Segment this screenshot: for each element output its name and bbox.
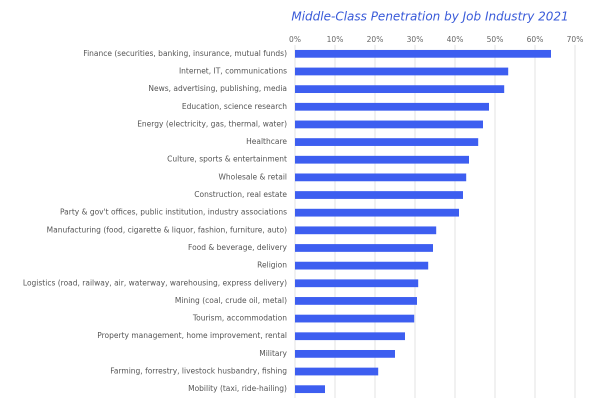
bar [295,155,469,164]
y-tick-label: Energy (electricity, gas, thermal, water… [137,119,287,128]
y-tick-label: Healthcare [246,137,287,146]
x-tick-label: 10% [327,35,344,44]
bar [295,261,429,270]
y-tick-label: News, advertising, publishing, media [148,84,287,93]
x-tick-label: 40% [447,35,464,44]
bar [295,226,437,235]
y-tick-label: Internet, IT, communications [179,66,287,75]
x-tick-label: 50% [487,35,504,44]
y-tick-label: Party & gov't offices, public institutio… [60,208,287,217]
y-tick-label: Education, science research [182,102,287,111]
x-tick-label: 20% [367,35,384,44]
bar [295,332,405,341]
x-tick-label: 70% [567,35,584,44]
x-tick-label: 30% [407,35,424,44]
bar [295,173,467,182]
bar [295,191,463,199]
bar [295,385,325,394]
bar [295,297,417,305]
y-tick-label: Religion [257,261,287,270]
bar [295,244,433,252]
bar [295,279,419,288]
bar [295,367,379,376]
y-tick-label: Tourism, accommodation [192,314,287,323]
y-tick-label: Construction, real estate [194,190,287,199]
bar [295,120,483,129]
y-tick-label: Mobility (taxi, ride-hailing) [188,384,287,393]
bar [295,49,551,58]
y-tick-label: Military [259,349,287,358]
y-tick-label: Logistics (road, railway, air, waterway,… [23,278,287,287]
x-tick-label: 60% [527,35,544,44]
bar [295,349,395,358]
bar [295,208,459,217]
bar [295,314,415,323]
y-tick-label: Food & beverage, delivery [188,243,288,252]
y-tick-label: Property management, home improvement, r… [97,331,287,340]
bar [295,138,479,146]
y-tick-label: Mining (coal, crude oil, metal) [175,296,287,305]
bar [295,85,505,94]
x-tick-label: 0% [289,35,301,44]
y-tick-label: Manufacturing (food, cigarette & liquor,… [47,225,287,234]
y-tick-label: Wholesale & retail [218,172,287,181]
bar [295,102,489,111]
bar [295,67,509,76]
y-tick-label: Finance (securities, banking, insurance,… [83,49,287,58]
y-tick-label: Culture, sports & entertainment [167,155,287,164]
chart-title: Middle-Class Penetration by Job Industry… [291,10,568,24]
y-tick-label: Farming, forrestry, livestock husbandry,… [110,367,287,376]
